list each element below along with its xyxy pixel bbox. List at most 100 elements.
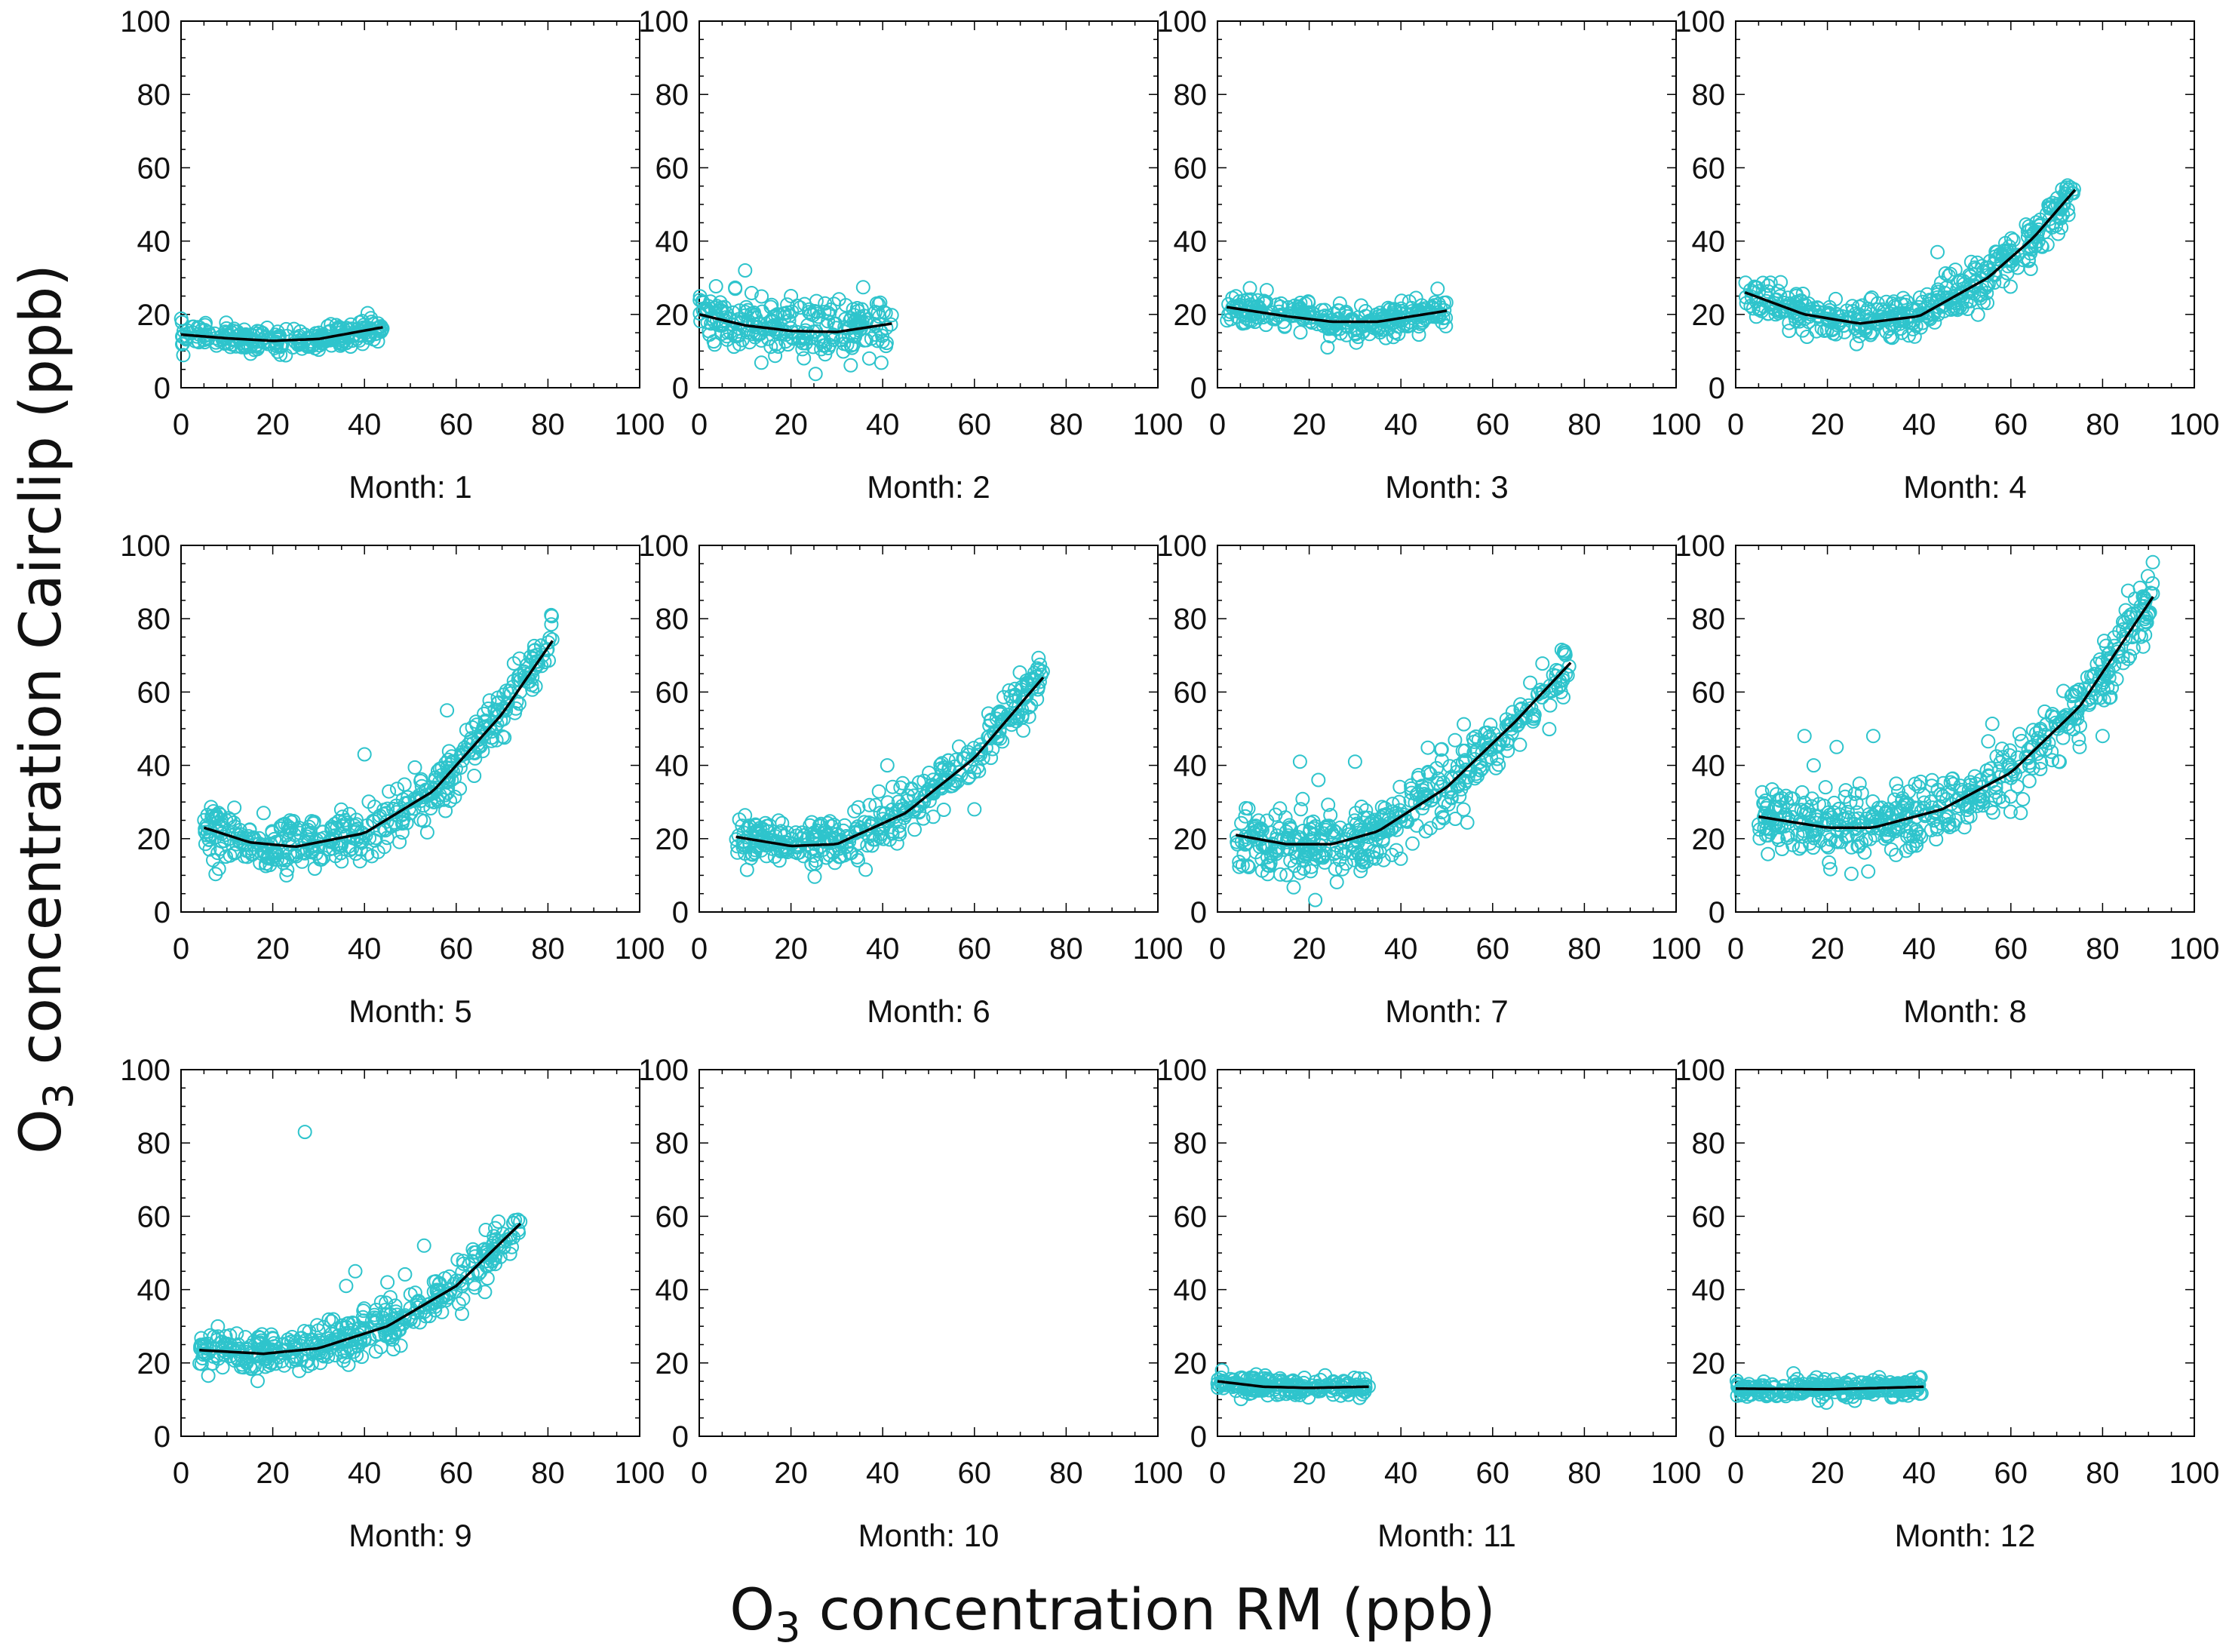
- data-point: [837, 336, 852, 352]
- data-point: [1761, 846, 1776, 861]
- x-tick-label: 40: [1902, 408, 1936, 441]
- data-point: [1359, 803, 1374, 818]
- data-point: [428, 1303, 443, 1318]
- data-point: [889, 836, 904, 851]
- data-point: [767, 849, 782, 864]
- y-tick-label: 0: [1190, 372, 1207, 405]
- data-point: [704, 302, 718, 317]
- data-point: [871, 784, 886, 799]
- outlier-point: [784, 289, 799, 303]
- x-tick-label: 60: [1476, 1457, 1510, 1490]
- data-point: [1747, 279, 1762, 294]
- x-tick-label: 100: [2169, 1457, 2220, 1490]
- data-point: [1352, 847, 1367, 862]
- y-tick-label: 60: [1174, 152, 1208, 185]
- data-point: [855, 280, 870, 295]
- y-tick-label: 0: [1709, 1420, 1725, 1454]
- y-tick-label: 60: [1692, 1200, 1726, 1233]
- data-point: [404, 806, 419, 821]
- data-point: [827, 855, 843, 871]
- panel-11: 0 20 40 60 80 100 0 20 40 60 80 100 Month: 11: [1156, 1054, 1701, 1553]
- data-point: [883, 832, 897, 847]
- data-point: [870, 333, 885, 349]
- data-point: [1239, 311, 1253, 325]
- y-tick-label: 80: [656, 1127, 689, 1160]
- data-point: [1242, 1386, 1257, 1402]
- panel-label: Month: 11: [1377, 1518, 1516, 1553]
- data-point: [326, 835, 341, 849]
- data-point: [991, 705, 1006, 720]
- data-point: [728, 280, 743, 295]
- data-point: [2045, 753, 2059, 768]
- data-point: [1988, 792, 2003, 807]
- data-point: [754, 355, 769, 370]
- panel-4: 0 20 40 60 80 100 0 20 40 60 80 100 Month: 4: [1675, 5, 2219, 505]
- data-point: [822, 337, 837, 352]
- data-point: [210, 846, 226, 861]
- data-point: [875, 334, 890, 349]
- data-point: [1523, 675, 1538, 690]
- y-tick-label: 20: [137, 1347, 171, 1380]
- data-point: [395, 815, 410, 830]
- data-point: [2042, 197, 2057, 212]
- x-tick-label: 100: [1133, 1457, 1184, 1490]
- data-point: [843, 358, 858, 373]
- data-point: [2073, 718, 2087, 733]
- y-tick-label: 100: [1675, 1054, 1725, 1087]
- panel-label: Month: 5: [348, 993, 471, 1029]
- data-point: [373, 1294, 388, 1310]
- data-point: [368, 831, 383, 846]
- x-tick-label: 60: [958, 1457, 992, 1490]
- data-point: [1268, 312, 1282, 327]
- x-tick-label: 80: [1567, 408, 1601, 441]
- data-point: [1865, 808, 1881, 823]
- data-point: [1295, 791, 1310, 806]
- data-point: [465, 1242, 481, 1257]
- data-point: [767, 318, 781, 333]
- fit-curve: [199, 1222, 522, 1356]
- data-point: [1755, 303, 1769, 318]
- data-point: [1016, 723, 1030, 738]
- data-point: [1349, 322, 1364, 337]
- data-point: [739, 862, 754, 877]
- data-point: [1269, 310, 1284, 325]
- data-point: [356, 1313, 371, 1328]
- data-point: [815, 842, 831, 857]
- y-tick-label: 100: [1156, 530, 1207, 563]
- data-point: [1293, 325, 1308, 340]
- data-point: [1512, 737, 1527, 752]
- data-point: [1889, 847, 1903, 862]
- data-point: [1887, 308, 1902, 323]
- x-tick-label: 40: [348, 932, 382, 966]
- y-tick-label: 0: [1190, 896, 1207, 929]
- panel-6: 0 20 40 60 80 100 0 20 40 60 80 100 Month: 6: [638, 530, 1183, 1029]
- data-point: [1989, 749, 2004, 764]
- data-point: [1308, 892, 1323, 907]
- data-point: [773, 824, 788, 839]
- data-point: [477, 706, 492, 721]
- x-tick-label: 20: [1292, 408, 1326, 441]
- data-point: [348, 846, 364, 861]
- plot-frame: [1735, 545, 2195, 913]
- data-point: [1405, 836, 1420, 851]
- data-point: [1899, 843, 1914, 858]
- data-point: [935, 756, 950, 771]
- data-point: [311, 1323, 326, 1338]
- x-tick-label: 0: [1727, 932, 1744, 966]
- data-point: [382, 784, 397, 799]
- data-point: [1331, 311, 1346, 326]
- data-point: [732, 812, 747, 827]
- data-point: [1279, 867, 1294, 883]
- data-point: [406, 1314, 421, 1329]
- data-point: [1557, 643, 1572, 659]
- y-tick-label: 40: [1174, 1274, 1208, 1307]
- data-point: [2070, 705, 2085, 720]
- x-tick-label: 80: [531, 408, 565, 441]
- data-point: [1221, 296, 1236, 312]
- y-tick-label: 40: [656, 750, 689, 783]
- x-tick-label: 20: [256, 932, 290, 966]
- data-point: [2145, 554, 2160, 570]
- data-point: [1885, 296, 1900, 312]
- data-point: [707, 337, 722, 352]
- data-point: [2123, 649, 2138, 664]
